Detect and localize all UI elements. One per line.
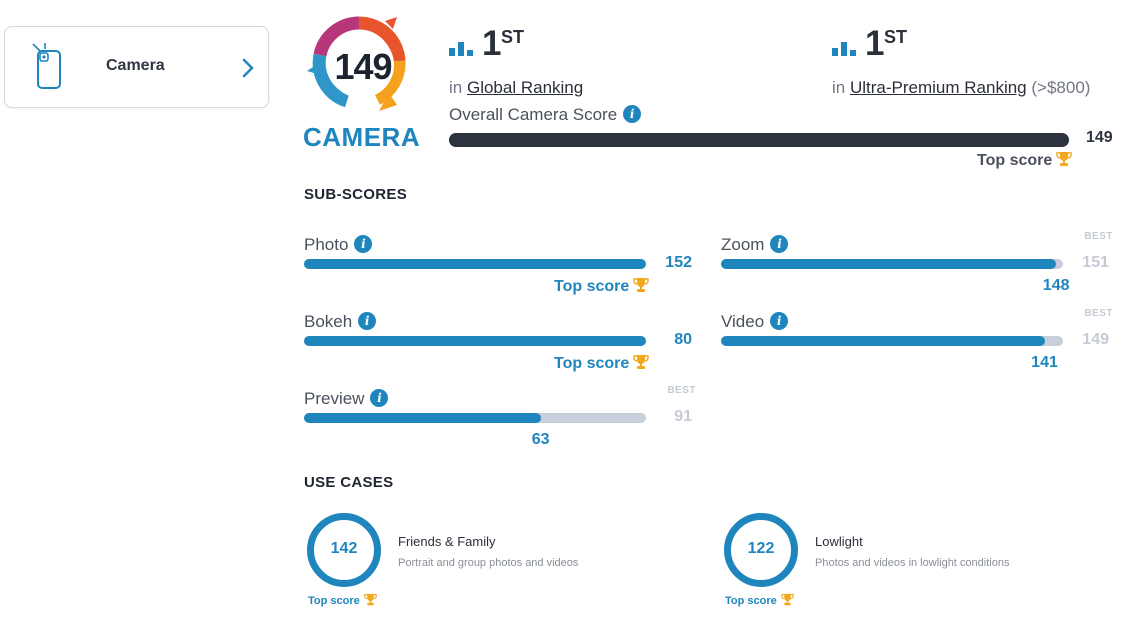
global-ranking-link[interactable]: Global Ranking xyxy=(466,78,584,97)
badge-score: 149 xyxy=(334,46,392,87)
best-tag: BEST xyxy=(1084,308,1113,319)
sub-score-photo: Photo i 152 Top score xyxy=(304,234,714,305)
ultra-premium-rank-number: 1 xyxy=(865,24,885,63)
best-tag: BEST xyxy=(1084,231,1113,242)
sub-score-value: 141 xyxy=(1031,354,1058,371)
use-case-score: 122 xyxy=(747,540,775,557)
overall-score-label: Overall Camera Score xyxy=(449,105,618,124)
phone-camera-icon xyxy=(32,43,61,89)
info-icon[interactable]: i xyxy=(770,234,789,253)
info-icon[interactable]: i xyxy=(770,311,789,330)
global-rank-number: 1 xyxy=(482,24,502,63)
score-ring xyxy=(724,513,798,587)
use-case-title: Lowlight xyxy=(815,534,863,549)
sub-score-bar xyxy=(304,413,646,423)
score-ring xyxy=(307,513,381,587)
global-rank-suffix: ST xyxy=(501,27,525,47)
info-icon[interactable]: i xyxy=(623,104,642,123)
top-score-label: Top score xyxy=(725,595,777,607)
info-icon[interactable]: i xyxy=(358,311,377,330)
trophy-icon xyxy=(633,355,649,369)
best-score-value: 149 xyxy=(1082,331,1109,348)
sub-score-fill xyxy=(721,259,1057,269)
sub-score-preview: Preview i BEST 91 63 xyxy=(304,385,714,459)
trophy-icon xyxy=(781,593,794,606)
sub-score-bokeh: Bokeh i 80 Top score xyxy=(304,311,714,382)
ultra-premium-rank-prefix: in xyxy=(832,78,846,97)
trophy-icon xyxy=(633,278,649,292)
sub-scores-title: SUB-SCORES xyxy=(304,186,408,203)
sub-score-label: Preview xyxy=(304,389,365,408)
sub-score-value: 80 xyxy=(674,331,692,348)
sub-score-bar xyxy=(721,336,1063,346)
sub-score-bar xyxy=(304,336,646,346)
global-ranking: 1 ST in Global Ranking xyxy=(449,24,749,97)
sub-score-value: 63 xyxy=(531,431,550,448)
sub-score-bar xyxy=(304,259,646,269)
bar-chart-icon xyxy=(449,42,473,56)
ultra-premium-ranking-link[interactable]: Ultra-Premium Ranking xyxy=(849,78,1027,97)
sub-score-fill xyxy=(304,259,646,269)
global-rank-prefix: in xyxy=(449,78,463,97)
badge-label: CAMERA xyxy=(303,122,421,152)
nav-label: Camera xyxy=(106,57,165,74)
sub-score-label: Video xyxy=(721,312,765,331)
overall-score-value: 149 xyxy=(1086,129,1113,146)
sub-score-label: Photo xyxy=(304,235,349,254)
ultra-premium-rank-suffix: ST xyxy=(884,27,908,47)
sub-score-video: Video i BEST 149 141 xyxy=(721,308,1131,382)
best-score-value: 151 xyxy=(1082,254,1109,271)
sub-score-fill xyxy=(304,336,646,346)
use-case-score: 142 xyxy=(330,540,358,557)
top-score-label: Top score xyxy=(308,595,360,607)
camera-score-badge-icon xyxy=(307,16,406,111)
sub-score-label: Zoom xyxy=(721,235,765,254)
sub-score-fill xyxy=(721,336,1045,346)
sub-score-label: Bokeh xyxy=(304,312,353,331)
price-range: (>$800) xyxy=(1031,78,1091,97)
chevron-right-icon xyxy=(242,58,254,78)
use-cases-title: USE CASES xyxy=(304,474,394,491)
use-case-lowlight: 122 Lowlight Photos and videos in lowlig… xyxy=(721,513,1081,613)
trophy-icon xyxy=(1056,152,1072,166)
sub-score-fill xyxy=(304,413,541,423)
use-case-title: Friends & Family xyxy=(398,534,496,549)
best-tag: BEST xyxy=(667,385,696,396)
overall-score-bar xyxy=(449,133,1069,147)
trophy-icon xyxy=(364,593,377,606)
info-icon[interactable]: i xyxy=(370,388,389,407)
best-score-value: 91 xyxy=(674,408,692,425)
camera-nav-card[interactable]: Camera xyxy=(4,26,269,108)
bar-chart-icon xyxy=(832,42,856,56)
sub-score-zoom: Zoom i BEST 151 148 xyxy=(721,231,1131,305)
use-case-description: Portrait and group photos and videos xyxy=(398,557,579,569)
sub-score-value: 148 xyxy=(1042,277,1070,294)
overall-score-fill xyxy=(449,133,1069,147)
use-case-friends-family: 142 Friends & Family Portrait and group … xyxy=(304,513,664,613)
ultra-premium-ranking: 1 ST in Ultra-Premium Ranking (>$800) xyxy=(832,24,1122,97)
top-score-label: Top score xyxy=(554,355,630,372)
top-score-label: Top score xyxy=(977,152,1053,169)
sub-score-bar xyxy=(721,259,1063,269)
use-case-description: Photos and videos in lowlight conditions xyxy=(815,557,1010,569)
top-score-label: Top score xyxy=(554,278,630,295)
sub-score-value: 152 xyxy=(665,254,692,271)
info-icon[interactable]: i xyxy=(354,234,373,253)
